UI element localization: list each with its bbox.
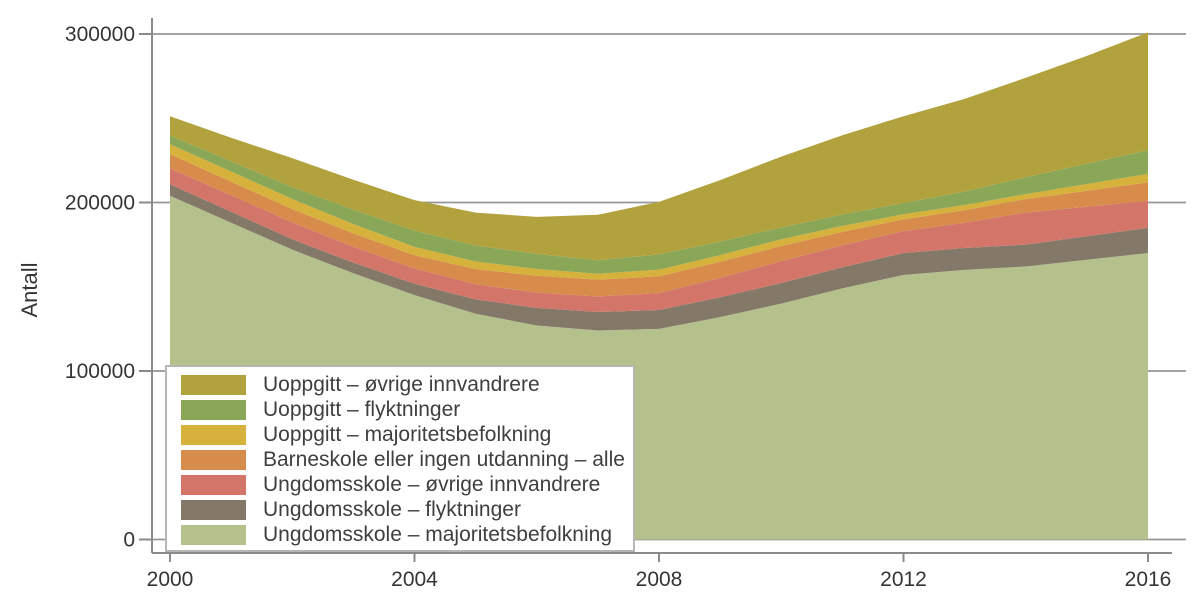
x-tick-label: 2008 [636, 568, 683, 591]
y-tick-label: 300000 [65, 23, 135, 46]
legend-item-label: Uoppgitt – flyktninger [263, 397, 461, 421]
area-layer-ungdomsskole-vrige-innvandrere [170, 168, 1148, 313]
legend-swatch [181, 374, 246, 395]
legend-item: Ungdomsskole – øvrige innvandrere [181, 472, 623, 497]
x-tick-label: 2004 [391, 568, 438, 591]
area-layer-ungdomsskole-flyktninger [170, 184, 1148, 331]
legend-item-label: Ungdomsskole – øvrige innvandrere [263, 472, 601, 496]
y-tick-label: 100000 [65, 360, 135, 383]
area-layer-uoppgitt-vrige-innvandrere [170, 32, 1148, 261]
legend-rows: Uoppgitt – øvrige innvandrere Uoppgitt – … [181, 372, 625, 547]
legend-item: Ungdomsskole – majoritetsbefolkning [181, 522, 623, 547]
legend-swatch [181, 524, 246, 545]
area-layer-barneskole-eller-ingen-utdanning-alle [170, 154, 1148, 297]
chart-legend: Uoppgitt – øvrige innvandrere Uoppgitt – … [165, 365, 635, 552]
legend-item: Uoppgitt – majoritetsbefolkning [181, 422, 623, 447]
y-axis-title: Antall [17, 262, 42, 318]
legend-swatch [181, 424, 246, 445]
legend-item-label: Uoppgitt – øvrige innvandrere [263, 372, 540, 396]
legend-item: Ungdomsskole – flyktninger [181, 497, 623, 522]
legend-swatch [181, 399, 246, 420]
legend-item: Barneskole eller ingen utdanning – alle [181, 447, 625, 472]
legend-item-label: Barneskole eller ingen utdanning – alle [263, 447, 625, 471]
x-tick-label: 2016 [1125, 568, 1172, 591]
area-layer-uoppgitt-flyktninger [170, 135, 1148, 274]
x-tick-label: 2012 [880, 568, 927, 591]
legend-swatch [181, 499, 246, 520]
legend-item: Uoppgitt – flyktninger [181, 397, 623, 422]
legend-swatch [181, 474, 246, 495]
legend-item-label: Ungdomsskole – flyktninger [263, 497, 521, 521]
y-tick-label: 0 [123, 529, 135, 552]
legend-item-label: Ungdomsskole – majoritetsbefolkning [263, 522, 613, 546]
x-tick-label: 2000 [147, 568, 194, 591]
legend-swatch [181, 449, 246, 470]
legend-item-label: Uoppgitt – majoritetsbefolkning [263, 422, 552, 446]
y-tick-label: 200000 [65, 192, 135, 215]
legend-item: Uoppgitt – øvrige innvandrere [181, 372, 623, 397]
